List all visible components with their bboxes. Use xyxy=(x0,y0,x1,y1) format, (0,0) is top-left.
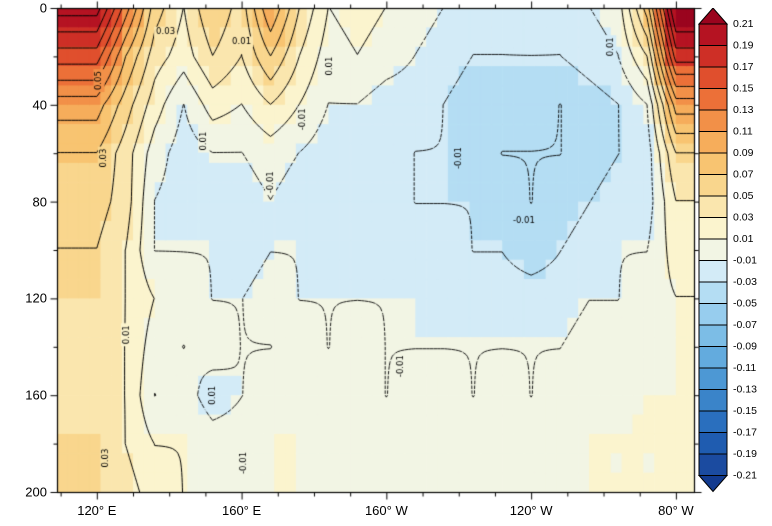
colorbar-label: 0.11 xyxy=(733,125,753,137)
colorbar-cell xyxy=(698,217,728,240)
colorbar-label: -0.13 xyxy=(733,383,757,395)
x-tick-label: 120° W xyxy=(509,503,553,518)
y-tick-label: 200 xyxy=(25,484,47,500)
x-tick-label: 120° E xyxy=(77,503,117,518)
colorbar-arrow-down xyxy=(697,475,729,493)
colorbar-label: 0.15 xyxy=(733,82,754,94)
colorbar-label: -0.07 xyxy=(733,319,757,331)
colorbar-label: -0.17 xyxy=(733,426,757,438)
colorbar-label: 0.07 xyxy=(733,168,754,180)
colorbar-cell xyxy=(698,109,728,132)
colorbar-cell xyxy=(698,45,728,68)
colorbar-cell xyxy=(698,23,728,46)
colorbar-cell xyxy=(698,432,728,455)
colorbar-label: -0.21 xyxy=(733,469,757,481)
colorbar-cell xyxy=(698,303,728,326)
colorbar-label: 0.01 xyxy=(733,233,754,245)
colorbar-label: 0.13 xyxy=(733,104,754,116)
colorbar-label: -0.01 xyxy=(733,254,757,266)
x-tick-label: 160° E xyxy=(221,503,262,518)
colorbar-cell xyxy=(698,131,728,154)
colorbar-cell xyxy=(698,389,728,412)
x-tick-label: 80° W xyxy=(658,503,694,518)
colorbar-label: -0.09 xyxy=(733,340,757,352)
colorbar-cell xyxy=(698,281,728,304)
colorbar-label: -0.19 xyxy=(733,448,757,460)
colorbar-arrow-up xyxy=(697,7,729,25)
colorbar-label: 0.17 xyxy=(733,61,754,73)
y-tick-label: 120 xyxy=(25,290,47,306)
y-tick-label: 80 xyxy=(32,194,47,210)
y-tick-label: 40 xyxy=(32,97,47,113)
colorbar-label: 0.05 xyxy=(733,190,754,202)
colorbar-cell xyxy=(698,238,728,261)
colorbar-cell xyxy=(698,367,728,390)
colorbar-cell xyxy=(698,260,728,283)
colorbar-cell xyxy=(698,346,728,369)
colorbar-svg: 0.21 0.19 0.17 0.15 0.13 0.11 0.09 0.07 0.05 0.03… xyxy=(697,7,757,493)
colorbar-cell xyxy=(698,66,728,89)
colorbar: 0.21 0.19 0.17 0.15 0.13 0.11 0.09 0.07 0.05 0.03… xyxy=(697,7,770,499)
colorbar-label: -0.05 xyxy=(733,297,757,309)
x-tick-label: 160° W xyxy=(364,503,408,518)
colorbar-label: 0.03 xyxy=(733,211,754,223)
colorbar-cell xyxy=(698,453,728,476)
colorbar-label: -0.11 xyxy=(733,362,756,374)
colorbar-cell xyxy=(698,410,728,433)
colorbar-cell xyxy=(698,152,728,175)
colorbar-label: 0.19 xyxy=(733,39,754,51)
colorbar-label: -0.15 xyxy=(733,405,757,417)
colorbar-cell xyxy=(698,195,728,218)
y-tick-label: 160 xyxy=(25,387,47,403)
y-tick-label: 0 xyxy=(39,0,47,16)
colorbar-cell xyxy=(698,324,728,347)
colorbar-cell xyxy=(698,88,728,111)
colorbar-label: 0.21 xyxy=(733,18,754,30)
colorbar-label: -0.03 xyxy=(733,276,757,288)
colorbar-label: 0.09 xyxy=(733,147,754,159)
colorbar-cell xyxy=(698,174,728,197)
